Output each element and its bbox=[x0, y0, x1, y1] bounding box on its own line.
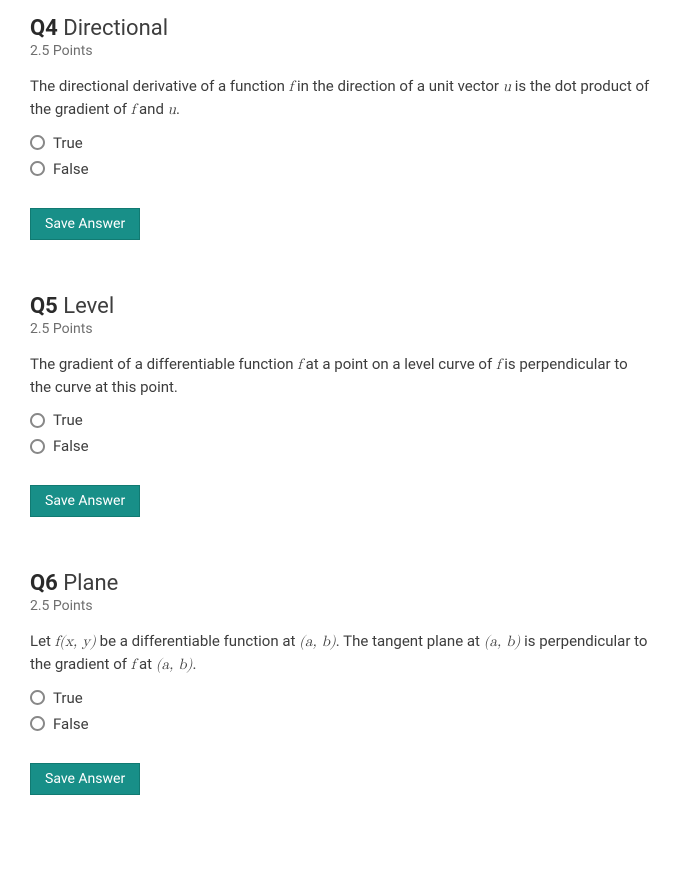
question-header: Q4 Directional bbox=[30, 16, 651, 41]
question-number: Q4 bbox=[30, 16, 58, 41]
option-false[interactable]: False bbox=[30, 160, 651, 178]
question-number: Q5 bbox=[30, 294, 58, 319]
save-answer-button[interactable]: Save Answer bbox=[30, 485, 140, 517]
options-group: True False bbox=[30, 134, 651, 178]
question-title: Plane bbox=[63, 571, 118, 596]
radio-icon bbox=[30, 135, 45, 150]
radio-icon bbox=[30, 716, 45, 731]
question-5: Q5 Level 2.5 Points The gradient of a di… bbox=[30, 294, 651, 518]
question-points: 2.5 Points bbox=[30, 43, 651, 59]
question-stem: The directional derivative of a function… bbox=[30, 75, 651, 122]
question-points: 2.5 Points bbox=[30, 598, 651, 614]
option-true[interactable]: True bbox=[30, 411, 651, 429]
question-header: Q6 Plane bbox=[30, 571, 651, 596]
question-stem: Let f(x, y) be a differentiable function… bbox=[30, 630, 651, 677]
radio-icon bbox=[30, 413, 45, 428]
option-label: True bbox=[53, 411, 83, 429]
option-label: False bbox=[53, 437, 89, 455]
question-title: Level bbox=[63, 294, 114, 319]
options-group: True False bbox=[30, 411, 651, 455]
option-false[interactable]: False bbox=[30, 437, 651, 455]
question-points: 2.5 Points bbox=[30, 321, 651, 337]
radio-icon bbox=[30, 439, 45, 454]
option-label: True bbox=[53, 134, 83, 152]
save-answer-button[interactable]: Save Answer bbox=[30, 763, 140, 795]
option-label: False bbox=[53, 715, 89, 733]
question-stem: The gradient of a differentiable functio… bbox=[30, 353, 651, 400]
radio-icon bbox=[30, 161, 45, 176]
option-label: False bbox=[53, 160, 89, 178]
save-answer-button[interactable]: Save Answer bbox=[30, 208, 140, 240]
question-title: Directional bbox=[63, 16, 168, 41]
question-6: Q6 Plane 2.5 Points Let f(x, y) be a dif… bbox=[30, 571, 651, 795]
question-header: Q5 Level bbox=[30, 294, 651, 319]
question-4: Q4 Directional 2.5 Points The directiona… bbox=[30, 16, 651, 240]
option-false[interactable]: False bbox=[30, 715, 651, 733]
option-label: True bbox=[53, 689, 83, 707]
question-number: Q6 bbox=[30, 571, 58, 596]
option-true[interactable]: True bbox=[30, 689, 651, 707]
quiz-page: Q4 Directional 2.5 Points The directiona… bbox=[0, 0, 681, 879]
option-true[interactable]: True bbox=[30, 134, 651, 152]
options-group: True False bbox=[30, 689, 651, 733]
radio-icon bbox=[30, 690, 45, 705]
